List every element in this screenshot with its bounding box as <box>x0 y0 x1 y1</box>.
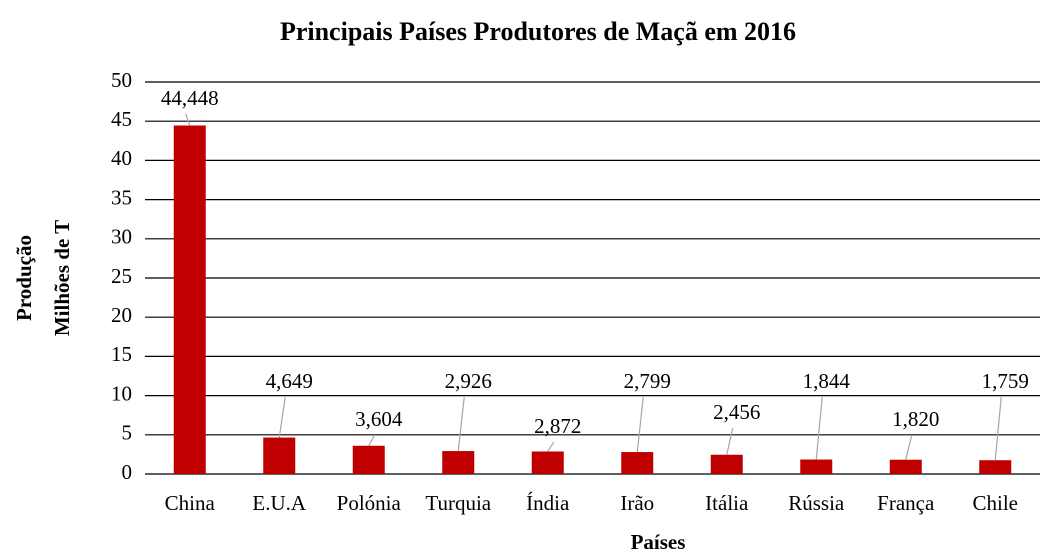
data-label: 44,448 <box>161 86 219 110</box>
bar <box>710 454 743 474</box>
leader-line <box>547 441 555 452</box>
leader-line <box>368 434 376 447</box>
x-tick-label: Rússia <box>788 491 845 515</box>
data-label: 2,926 <box>445 369 492 393</box>
data-label: 2,456 <box>713 400 760 424</box>
x-tick-label: Polónia <box>337 491 402 515</box>
x-tick-label: Índia <box>526 491 570 515</box>
leader-line <box>905 434 913 460</box>
y-tick-label: 40 <box>111 146 132 170</box>
data-label: 2,872 <box>534 414 581 438</box>
data-label: 1,844 <box>803 369 851 393</box>
data-label: 4,649 <box>266 369 313 393</box>
y-tick-label: 50 <box>111 68 132 92</box>
data-label: 1,759 <box>982 369 1029 393</box>
y-axis-label: Milhões de T <box>50 220 74 336</box>
x-tick-label: França <box>877 491 935 515</box>
x-axis-label: Países <box>631 530 686 554</box>
bar <box>979 460 1012 474</box>
bar <box>263 437 296 474</box>
bar <box>173 125 206 474</box>
y-tick-label: 45 <box>111 107 132 131</box>
data-label: 3,604 <box>355 407 403 431</box>
y-tick-label: 35 <box>111 185 132 209</box>
y-tick-label: 25 <box>111 264 132 288</box>
x-tick-label: Turquia <box>425 491 491 515</box>
data-label: 1,820 <box>892 407 939 431</box>
y-tick-label: 30 <box>111 225 132 249</box>
x-tick-label: Irão <box>620 491 654 515</box>
bar <box>352 445 385 474</box>
chart-title: Principais Países Produtores de Maçã em … <box>280 17 796 46</box>
leader-line <box>815 396 823 460</box>
leader-line <box>278 396 286 438</box>
bar <box>621 452 654 474</box>
y-tick-label: 10 <box>111 381 132 405</box>
data-label: 2,799 <box>624 369 671 393</box>
leader-line <box>726 427 734 455</box>
x-tick-label: Itália <box>705 491 749 515</box>
bar <box>800 459 833 474</box>
y-tick-label: 5 <box>122 421 133 445</box>
y-tick-label: 15 <box>111 342 132 366</box>
x-tick-label: China <box>165 491 216 515</box>
bar <box>442 451 475 474</box>
y-tick-label: 0 <box>122 460 133 484</box>
leader-line <box>994 396 1002 461</box>
leader-line <box>636 396 644 453</box>
leader-line <box>457 396 465 452</box>
x-tick-label: Chile <box>973 491 1019 515</box>
bar <box>531 451 564 474</box>
y-tick-label: 20 <box>111 303 132 327</box>
leader-line <box>185 113 191 126</box>
y-axis-label: Produção <box>12 235 36 321</box>
bar <box>889 459 922 474</box>
x-tick-label: E.U.A <box>252 491 306 515</box>
